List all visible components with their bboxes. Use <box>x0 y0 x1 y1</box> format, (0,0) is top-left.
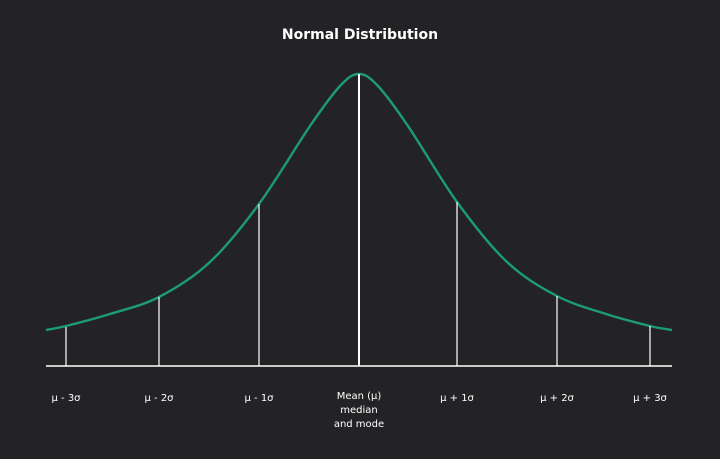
sigma-label: μ - 1σ <box>244 393 274 404</box>
center-label: Mean (μ) <box>337 391 382 402</box>
sigma-label: μ - 2σ <box>144 393 174 404</box>
sigma-label: μ - 3σ <box>51 393 81 404</box>
center-label: and mode <box>334 419 384 430</box>
title: Normal Distribution <box>282 27 438 43</box>
sigma-label: μ + 2σ <box>540 393 574 404</box>
center-label: median <box>340 405 378 416</box>
sigma-label: μ + 1σ <box>440 393 474 404</box>
sigma-label: μ + 3σ <box>633 393 667 404</box>
